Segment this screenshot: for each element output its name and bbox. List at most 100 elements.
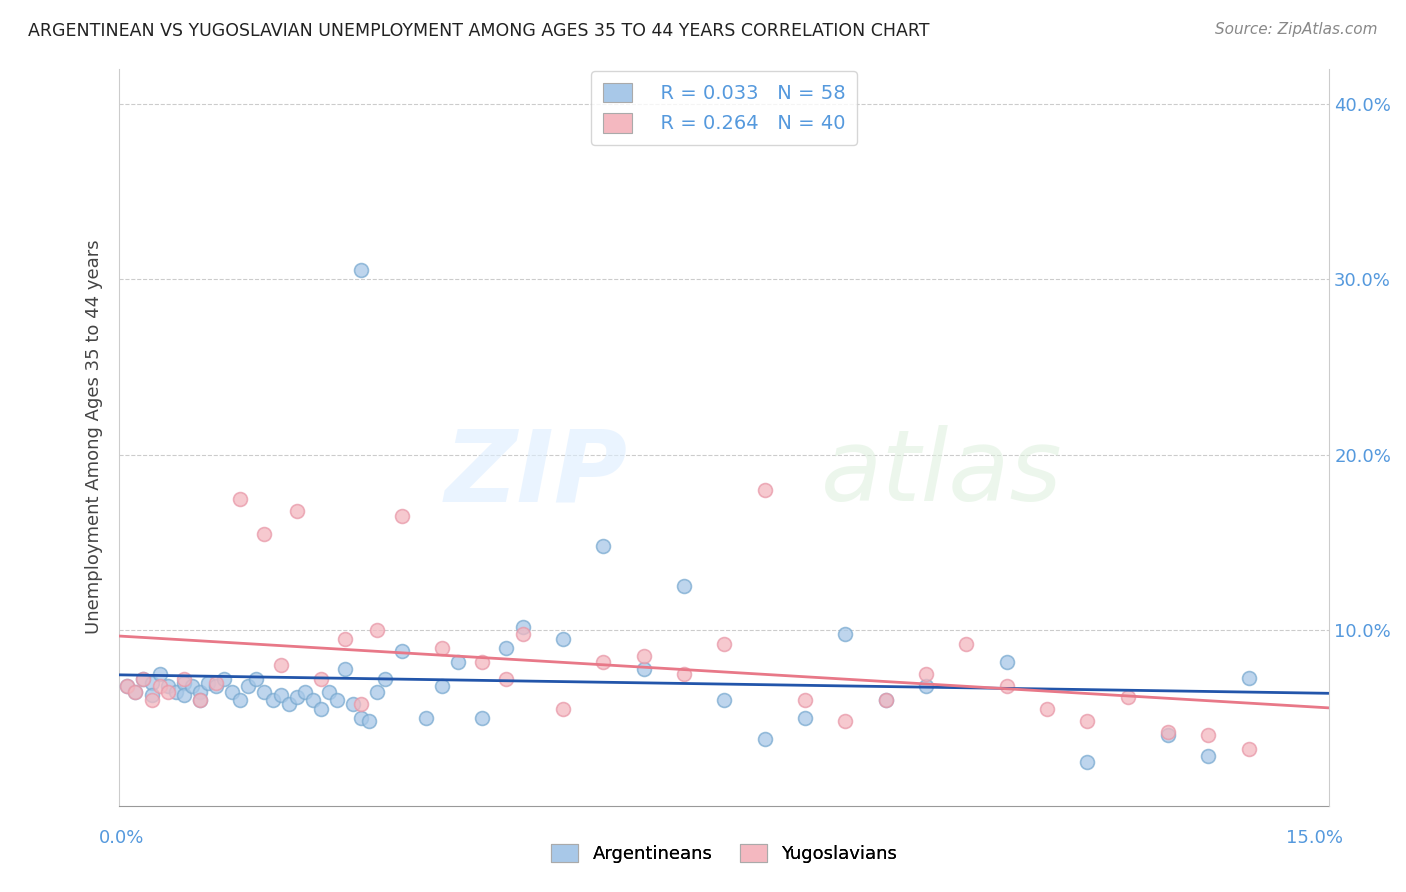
Point xyxy=(342,697,364,711)
Point xyxy=(245,673,267,687)
Point xyxy=(333,662,356,676)
Y-axis label: Unemployment Among Ages 35 to 44 years: Unemployment Among Ages 35 to 44 years xyxy=(86,240,103,634)
Point xyxy=(333,632,356,646)
Point xyxy=(180,679,202,693)
Point xyxy=(141,675,163,690)
Point xyxy=(1036,702,1059,716)
Point xyxy=(793,711,815,725)
Point xyxy=(1157,725,1180,739)
Point xyxy=(430,640,453,655)
Point xyxy=(551,632,574,646)
Point xyxy=(205,675,228,690)
Point xyxy=(309,673,332,687)
Point xyxy=(430,679,453,693)
Legend: Argentineans, Yugoslavians: Argentineans, Yugoslavians xyxy=(544,837,904,871)
Point xyxy=(270,658,292,673)
Point xyxy=(495,640,517,655)
Point xyxy=(875,693,897,707)
Point xyxy=(149,667,172,681)
Point xyxy=(253,684,276,698)
Point xyxy=(1197,728,1219,742)
Point xyxy=(309,702,332,716)
Point xyxy=(124,684,146,698)
Point xyxy=(955,637,977,651)
Point xyxy=(471,655,494,669)
Point xyxy=(512,619,534,633)
Point xyxy=(173,688,195,702)
Point xyxy=(173,673,195,687)
Point xyxy=(834,714,856,729)
Point xyxy=(1116,690,1139,704)
Point xyxy=(366,684,388,698)
Point xyxy=(156,684,179,698)
Point xyxy=(471,711,494,725)
Point xyxy=(512,626,534,640)
Point xyxy=(238,679,260,693)
Text: ARGENTINEAN VS YUGOSLAVIAN UNEMPLOYMENT AMONG AGES 35 TO 44 YEARS CORRELATION CH: ARGENTINEAN VS YUGOSLAVIAN UNEMPLOYMENT … xyxy=(28,22,929,40)
Point xyxy=(834,626,856,640)
Point xyxy=(713,637,735,651)
Point xyxy=(995,679,1018,693)
Point xyxy=(294,684,316,698)
Point xyxy=(633,662,655,676)
Point xyxy=(551,702,574,716)
Point xyxy=(350,711,373,725)
Point xyxy=(1157,728,1180,742)
Point xyxy=(350,697,373,711)
Point xyxy=(1237,742,1260,756)
Point xyxy=(165,684,187,698)
Point xyxy=(915,679,938,693)
Point xyxy=(117,679,139,693)
Point xyxy=(447,655,470,669)
Point xyxy=(350,263,373,277)
Text: 15.0%: 15.0% xyxy=(1285,829,1343,847)
Point xyxy=(262,693,284,707)
Point xyxy=(229,491,252,506)
Point xyxy=(672,579,695,593)
Point xyxy=(253,526,276,541)
Point xyxy=(285,690,308,704)
Point xyxy=(229,693,252,707)
Point xyxy=(212,673,235,687)
Point xyxy=(754,731,776,746)
Point xyxy=(173,675,195,690)
Point xyxy=(359,714,381,729)
Point xyxy=(875,693,897,707)
Point xyxy=(915,667,938,681)
Point xyxy=(391,644,413,658)
Point xyxy=(391,509,413,524)
Point xyxy=(592,655,614,669)
Point xyxy=(495,673,517,687)
Point xyxy=(132,673,155,687)
Point xyxy=(633,649,655,664)
Point xyxy=(141,688,163,702)
Point xyxy=(592,539,614,553)
Point xyxy=(318,684,340,698)
Point xyxy=(995,655,1018,669)
Text: 0.0%: 0.0% xyxy=(98,829,143,847)
Point xyxy=(124,684,146,698)
Point xyxy=(793,693,815,707)
Text: atlas: atlas xyxy=(821,425,1063,523)
Point xyxy=(1076,755,1098,769)
Point xyxy=(1076,714,1098,729)
Point xyxy=(672,667,695,681)
Point xyxy=(277,697,299,711)
Point xyxy=(754,483,776,497)
Point xyxy=(141,693,163,707)
Point xyxy=(1197,749,1219,764)
Point xyxy=(149,679,172,693)
Point xyxy=(117,679,139,693)
Point xyxy=(197,675,219,690)
Point xyxy=(205,679,228,693)
Point xyxy=(188,684,211,698)
Point xyxy=(188,693,211,707)
Point xyxy=(374,673,396,687)
Text: ZIP: ZIP xyxy=(444,425,627,523)
Point xyxy=(366,623,388,637)
Point xyxy=(188,693,211,707)
Point xyxy=(415,711,437,725)
Point xyxy=(270,688,292,702)
Point xyxy=(302,693,325,707)
Point xyxy=(132,673,155,687)
